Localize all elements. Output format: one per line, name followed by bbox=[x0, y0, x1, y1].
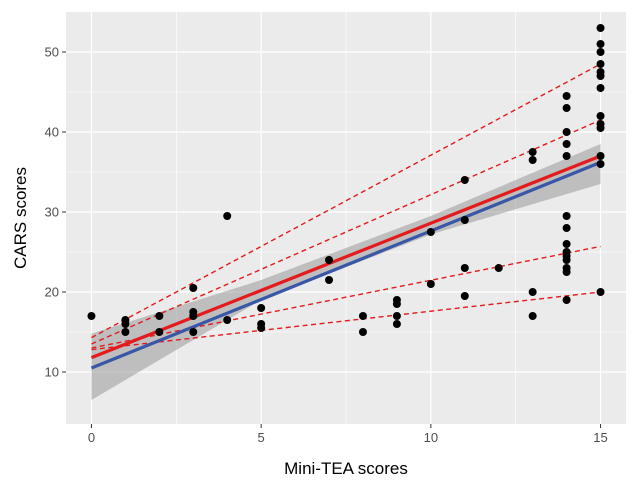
x-axis-title: Mini-TEA scores bbox=[284, 459, 408, 478]
x-tick-label: 15 bbox=[593, 430, 607, 445]
x-tick-label: 0 bbox=[88, 430, 95, 445]
data-point bbox=[223, 212, 232, 220]
data-point bbox=[562, 256, 571, 264]
data-point bbox=[596, 72, 605, 80]
y-tick-label: 20 bbox=[45, 285, 59, 300]
y-axis-title: CARS scores bbox=[11, 167, 30, 269]
x-tick-label: 5 bbox=[258, 430, 265, 445]
data-point bbox=[494, 264, 503, 272]
data-point bbox=[121, 320, 130, 328]
data-point bbox=[596, 40, 605, 48]
data-point bbox=[358, 312, 367, 320]
data-point bbox=[325, 276, 334, 284]
data-point bbox=[189, 312, 198, 320]
data-point bbox=[562, 140, 571, 148]
data-point bbox=[562, 296, 571, 304]
data-point bbox=[223, 316, 232, 324]
data-point bbox=[562, 92, 571, 100]
data-point bbox=[596, 60, 605, 68]
data-point bbox=[596, 288, 605, 296]
data-point bbox=[257, 324, 266, 332]
data-point bbox=[392, 312, 401, 320]
data-point bbox=[596, 160, 605, 168]
data-point bbox=[426, 280, 435, 288]
data-point bbox=[596, 84, 605, 92]
y-tick-label: 50 bbox=[45, 45, 59, 60]
data-point bbox=[460, 264, 469, 272]
regression-lines-layer bbox=[90, 63, 602, 370]
data-point bbox=[87, 312, 96, 320]
data-point bbox=[155, 328, 164, 336]
data-point bbox=[562, 212, 571, 220]
data-point bbox=[121, 328, 130, 336]
data-point bbox=[426, 228, 435, 236]
data-point bbox=[562, 104, 571, 112]
data-point bbox=[528, 148, 537, 156]
data-point bbox=[562, 240, 571, 248]
dashed-regression-line bbox=[91, 291, 601, 351]
data-point bbox=[155, 312, 164, 320]
data-point bbox=[257, 304, 266, 312]
data-point bbox=[596, 124, 605, 132]
data-point bbox=[460, 216, 469, 224]
data-point bbox=[325, 256, 334, 264]
y-tick-label: 30 bbox=[45, 205, 59, 220]
data-point bbox=[562, 268, 571, 276]
dashed-regression-line bbox=[91, 245, 601, 349]
blue-regression-line bbox=[90, 160, 602, 370]
data-point bbox=[596, 112, 605, 120]
data-point bbox=[392, 320, 401, 328]
data-points-layer bbox=[87, 24, 605, 336]
x-tick-label: 10 bbox=[424, 430, 438, 445]
x-axis: 0 5 10 15 bbox=[88, 424, 608, 445]
red-regression-line bbox=[90, 154, 602, 360]
dashed-regression-line bbox=[91, 119, 601, 345]
data-point bbox=[358, 328, 367, 336]
data-point bbox=[189, 328, 198, 336]
data-point bbox=[596, 48, 605, 56]
data-point bbox=[562, 152, 571, 160]
data-point bbox=[528, 312, 537, 320]
y-tick-label: 10 bbox=[45, 365, 59, 380]
y-axis: 10 20 30 40 50 bbox=[45, 45, 66, 380]
dashed-regression-line bbox=[91, 63, 601, 339]
y-tick-label: 40 bbox=[45, 125, 59, 140]
data-point bbox=[562, 128, 571, 136]
data-point bbox=[460, 176, 469, 184]
data-point bbox=[528, 288, 537, 296]
data-point bbox=[392, 300, 401, 308]
data-point bbox=[596, 24, 605, 32]
data-point bbox=[562, 224, 571, 232]
data-point bbox=[528, 156, 537, 164]
data-point bbox=[596, 152, 605, 160]
data-point bbox=[460, 292, 469, 300]
data-point bbox=[189, 284, 198, 292]
